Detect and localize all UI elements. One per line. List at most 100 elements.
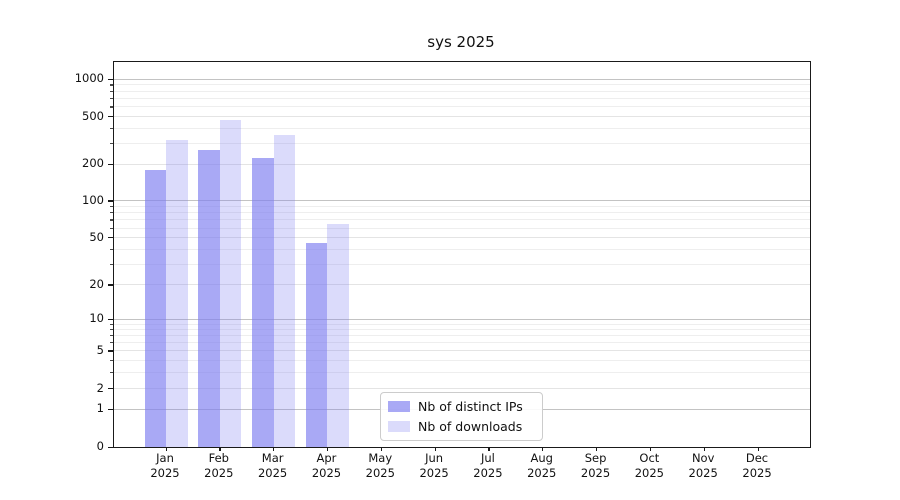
- y-tick-label: 0: [96, 439, 104, 453]
- x-tick-label-dec: Dec 2025: [725, 451, 789, 481]
- x-tick-label-year: 2025: [527, 466, 557, 480]
- y-minor-tick-mark: [110, 248, 113, 250]
- x-tick-label-month: Jul: [480, 451, 495, 465]
- y-tick-label: 10: [89, 311, 104, 326]
- y-tick-mark: [107, 284, 113, 286]
- x-tick-label-year: 2025: [204, 466, 234, 480]
- legend-label-distinct-ips: Nb of distinct IPs: [418, 399, 523, 414]
- y-tick-label: 100: [82, 192, 104, 207]
- y-minor-tick-mark: [110, 142, 113, 144]
- y-tick-label: 1: [96, 401, 104, 416]
- y-tick-label: 5: [96, 342, 104, 357]
- y-tick-label: 2: [96, 380, 104, 395]
- x-tick-mark: [488, 447, 490, 451]
- gridline-minor: [114, 90, 810, 92]
- y-minor-tick-mark: [110, 219, 113, 221]
- y-minor-tick-mark: [110, 212, 113, 214]
- x-tick-label-year: 2025: [419, 466, 449, 480]
- y-tick-mark: [107, 446, 113, 448]
- gridline-minor: [114, 248, 810, 250]
- x-tick-label-year: 2025: [634, 466, 665, 480]
- x-tick-label-year: 2025: [311, 466, 342, 480]
- y-tick-mark: [107, 78, 113, 80]
- x-tick-label-jun: Jun 2025: [402, 451, 466, 481]
- x-tick-label-year: 2025: [365, 466, 395, 480]
- x-tick-label-month: Jan: [156, 451, 174, 465]
- y-tick-label: 50: [89, 229, 104, 244]
- gridline-minor: [114, 84, 810, 86]
- gridline-minor: [114, 212, 810, 214]
- x-tick-label-month: Dec: [745, 451, 769, 465]
- y-minor-tick-mark: [110, 90, 113, 93]
- bar-downloads-apr: [327, 223, 349, 447]
- x-tick-label-month: Mar: [261, 451, 284, 465]
- x-tick-label-month: May: [368, 451, 393, 465]
- y-tick-label: 1000: [74, 71, 104, 86]
- y-tick-mark: [107, 163, 113, 165]
- x-tick-mark: [219, 447, 221, 451]
- y-minor-tick-mark: [110, 342, 113, 344]
- y-tick-mark: [107, 200, 113, 202]
- plot-area: [107, 61, 811, 451]
- x-tick-mark: [326, 447, 329, 451]
- x-tick-mark: [703, 447, 705, 451]
- x-tick-mark: [649, 447, 652, 451]
- x-tick-mark: [757, 447, 759, 451]
- y-tick-mark: [107, 116, 113, 118]
- gridline-minor: [114, 142, 810, 144]
- y-tick-label: 500: [82, 108, 104, 123]
- y-tick-mark: [107, 388, 113, 390]
- x-tick-label-may: May 2025: [348, 451, 412, 481]
- x-tick-label-jan: Jan 2025: [133, 451, 197, 481]
- gridline-minor: [114, 359, 810, 361]
- gridline-minor: [114, 371, 810, 373]
- x-tick-mark: [542, 447, 544, 451]
- bar-downloads-feb: [219, 119, 242, 447]
- gridline-minor: [114, 106, 810, 108]
- y-minor-tick-mark: [110, 98, 113, 100]
- y-minor-tick-mark: [110, 328, 113, 331]
- bar-distinct-ips-feb: [198, 149, 220, 447]
- bar-distinct-ips-jan: [144, 169, 166, 447]
- y-minor-tick-mark: [110, 371, 113, 373]
- gridline-minor: [114, 328, 810, 330]
- x-tick-label-year: 2025: [688, 466, 718, 480]
- gridline-minor: [114, 127, 810, 129]
- y-minor-tick-mark: [110, 323, 113, 325]
- bar-distinct-ips-mar: [252, 158, 274, 447]
- gridline-minor: [114, 237, 810, 239]
- gridline-minor: [114, 206, 810, 208]
- x-tick-mark: [273, 447, 275, 451]
- x-tick-label-year: 2025: [742, 466, 772, 480]
- bar-distinct-ips-apr: [305, 243, 328, 447]
- x-tick-label-year: 2025: [257, 466, 288, 480]
- x-tick-label-feb: Feb 2025: [187, 451, 251, 481]
- y-tick-label: 20: [89, 276, 104, 291]
- gridline-minor: [114, 323, 810, 325]
- y-minor-tick-mark: [110, 227, 113, 229]
- x-tick-label-aug: Aug 2025: [510, 451, 574, 481]
- gridline-minor: [114, 116, 810, 118]
- legend-row-downloads: Nb of downloads: [388, 419, 533, 434]
- y-minor-tick-mark: [110, 206, 113, 208]
- x-tick-mark: [434, 447, 436, 451]
- x-tick-label-month: Nov: [691, 451, 715, 465]
- y-tick-mark: [107, 350, 113, 352]
- gridline-minor: [114, 388, 810, 390]
- gridline-major: [114, 78, 810, 80]
- gridline-minor: [114, 219, 810, 221]
- y-tick-label: 200: [82, 156, 104, 171]
- x-tick-label-month: Oct: [639, 451, 660, 465]
- x-tick-label-jul: Jul 2025: [456, 451, 520, 481]
- gridline-minor: [114, 263, 810, 265]
- y-minor-tick-mark: [110, 335, 113, 337]
- gridline-minor: [114, 342, 810, 344]
- gridline-minor: [114, 163, 810, 165]
- y-tick-mark: [107, 318, 113, 320]
- x-tick-mark: [380, 447, 382, 451]
- x-tick-label-month: Jun: [425, 451, 444, 465]
- x-tick-label-month: Sep: [584, 451, 607, 465]
- legend-row-distinct-ips: Nb of distinct IPs: [388, 399, 533, 414]
- x-tick-label-nov: Nov 2025: [671, 451, 735, 481]
- legend: Nb of distinct IPs Nb of downloads: [380, 392, 543, 441]
